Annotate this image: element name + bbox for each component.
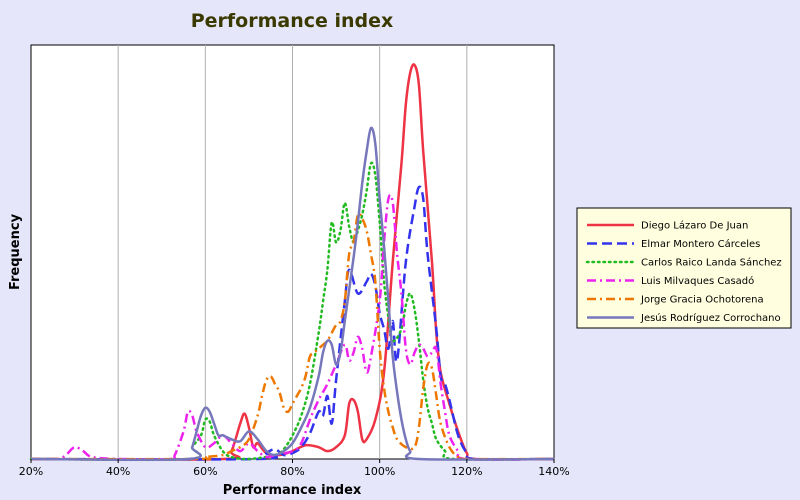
y-axis-title: Frequency <box>8 213 23 290</box>
series-line <box>29 161 556 462</box>
x-tick-label: 20% <box>19 465 43 478</box>
x-tick-label: 80% <box>280 465 304 478</box>
legend-label: Jesús Rodríguez Corrochano <box>640 312 781 324</box>
grid-lines <box>117 45 468 459</box>
legend: Diego Lázaro De Juan Elmar Montero Cárcel… <box>576 207 792 329</box>
legend-label: Diego Lázaro De Juan <box>641 220 748 232</box>
x-tick-label: 100% <box>364 465 395 478</box>
chart-title: Performance index <box>191 10 394 32</box>
legend-label: Jorge Gracia Ochotorena <box>640 295 764 306</box>
x-tick-label: 120% <box>451 465 482 478</box>
legend-label: Carlos Raico Landa Sánchez <box>641 257 782 269</box>
x-tick-label: 140% <box>538 465 569 478</box>
legend-items: Diego Lázaro De Juan Elmar Montero Cárcel… <box>585 220 782 324</box>
legend-box <box>576 207 792 329</box>
x-axis-ticks: 20% 40% 60% 80% 100% 120% 140% <box>19 459 570 478</box>
legend-label: Elmar Montero Cárceles <box>641 238 760 250</box>
legend-label: Luis Milvaques Casadó <box>641 275 754 287</box>
series-line <box>30 126 555 462</box>
series-lines <box>29 63 556 462</box>
x-tick-label: 40% <box>106 465 130 478</box>
x-tick-label: 60% <box>193 465 217 478</box>
series-line <box>30 212 555 461</box>
x-axis-title: Performance index <box>223 483 362 498</box>
